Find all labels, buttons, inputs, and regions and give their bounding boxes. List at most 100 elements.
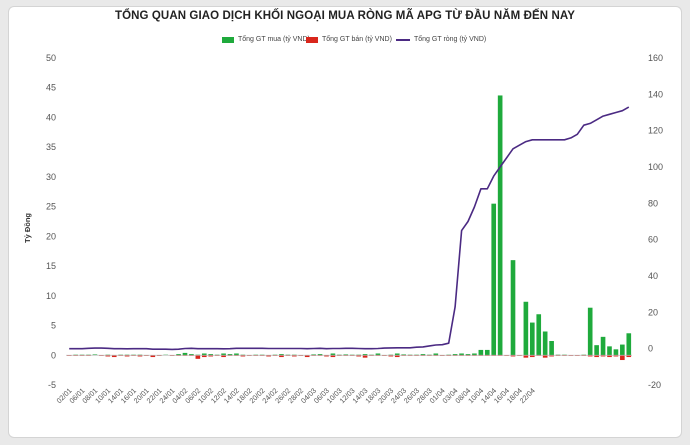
y-tick-label: -5: [48, 380, 56, 390]
legend: Tổng GT mua (tỷ VND) Tổng GT bán (tỷ VND…: [0, 36, 690, 48]
buy-bar: [459, 353, 464, 356]
legend-label-net: Tổng GT ròng (tỷ VND): [414, 36, 487, 43]
legend-label-sell: Tổng GT bán (tỷ VND): [322, 36, 392, 43]
sell-bar: [201, 355, 207, 358]
buy-bar: [317, 354, 323, 356]
y-tick-label: 5: [51, 321, 56, 331]
sell-bar: [600, 355, 606, 357]
y2-tick-label: -20: [648, 380, 661, 390]
sell-bar: [111, 355, 117, 358]
sell-bar: [510, 355, 516, 357]
y-tick-label: 25: [46, 202, 56, 212]
y-axis-right: -20 0 20 40 60 80 100 120 140 160: [648, 53, 663, 390]
sell-bar: [549, 355, 554, 357]
y-tick-label: 20: [46, 231, 56, 241]
sell-bar: [542, 355, 548, 358]
net-line: [69, 106, 630, 351]
buy-bar: [626, 333, 632, 356]
buy-bar: [497, 95, 503, 356]
buy-bar: [529, 322, 535, 356]
y-tick-label: 10: [46, 291, 56, 301]
buy-bar: [523, 301, 529, 356]
buy-bar: [472, 353, 477, 356]
sell-bar: [356, 355, 361, 357]
buy-bar: [201, 353, 207, 356]
y2-tick-label: 100: [648, 162, 663, 172]
sell-bar: [137, 355, 143, 357]
buy-bar: [176, 354, 181, 356]
sell-bar: [124, 355, 130, 357]
sell-bar: [304, 355, 310, 358]
sell-bar: [388, 355, 394, 357]
buy-bar: [401, 354, 406, 356]
y-tick-label: 45: [46, 83, 56, 93]
buy-bar: [587, 307, 593, 356]
sell-bar: [279, 355, 284, 358]
sell-bar: [150, 355, 156, 358]
y-tick-label: 30: [46, 172, 56, 182]
net-line-group: [69, 106, 630, 351]
buy-bar: [343, 354, 349, 356]
buy-bar: [311, 354, 316, 356]
y2-tick-label: 160: [648, 53, 663, 63]
buy-bar: [433, 353, 439, 356]
buy-bar: [330, 353, 336, 356]
buy-bar: [394, 353, 400, 356]
sell-bar: [626, 355, 632, 358]
y-tick-label: 35: [46, 142, 56, 152]
buy-bar: [465, 354, 471, 356]
buy-bar: [208, 354, 214, 356]
y2-tick-label: 0: [648, 344, 653, 354]
sell-bar: [195, 355, 201, 359]
sell-bar: [324, 355, 329, 357]
legend-item-buy: Tổng GT mua (tỷ VND): [222, 36, 310, 43]
y-tick-label: 15: [46, 261, 56, 271]
sell-bar: [523, 355, 529, 358]
buy-bar: [600, 336, 606, 356]
buy-bar: [221, 353, 226, 356]
buy-bar: [542, 331, 548, 356]
sell-bar: [613, 355, 619, 357]
sell-bar: [587, 355, 593, 357]
sell-bar: [292, 355, 297, 357]
sell-bar: [529, 355, 535, 358]
chart-card: [8, 6, 682, 438]
legend-swatch-buy: [222, 36, 234, 43]
sell-bar: [105, 355, 111, 357]
buy-bar: [452, 354, 458, 356]
legend-item-net: Tổng GT ròng (tỷ VND): [396, 36, 486, 43]
buy-bar: [607, 346, 612, 356]
y2-tick-label: 140: [648, 89, 663, 99]
y-axis-left: -5 0 5 10 15 20 25 30 35 40 45 50: [46, 53, 56, 390]
sell-bar: [208, 355, 214, 357]
buy-bar: [478, 349, 484, 356]
sell-bar: [594, 355, 599, 358]
y-tick-label: 40: [46, 112, 56, 122]
y2-tick-label: 80: [648, 198, 658, 208]
buy-bar: [620, 344, 625, 356]
buy-bar: [362, 354, 368, 356]
buy-bar: [549, 341, 554, 356]
legend-swatch-sell: [306, 36, 318, 43]
legend-label-buy: Tổng GT mua (tỷ VND): [238, 36, 310, 43]
bars: [66, 95, 632, 361]
sell-bar: [221, 355, 226, 358]
buy-bar: [491, 203, 497, 356]
legend-item-sell: Tổng GT bán (tỷ VND): [306, 36, 392, 43]
sell-bar: [607, 355, 612, 358]
y2-tick-label: 60: [648, 235, 658, 245]
buy-bar: [484, 349, 490, 356]
x-tick-label: 22/04: [518, 386, 537, 405]
legend-swatch-net: [396, 38, 410, 41]
buy-bar: [375, 353, 381, 356]
sell-bar: [362, 355, 368, 358]
buy-bar: [182, 352, 188, 356]
buy-bar: [227, 354, 233, 356]
buy-bar: [594, 345, 599, 356]
y-tick-label: 50: [46, 53, 56, 63]
sell-bar: [620, 355, 625, 361]
buy-bar: [420, 354, 426, 356]
sell-bar: [266, 355, 271, 357]
buy-bar: [536, 314, 542, 356]
